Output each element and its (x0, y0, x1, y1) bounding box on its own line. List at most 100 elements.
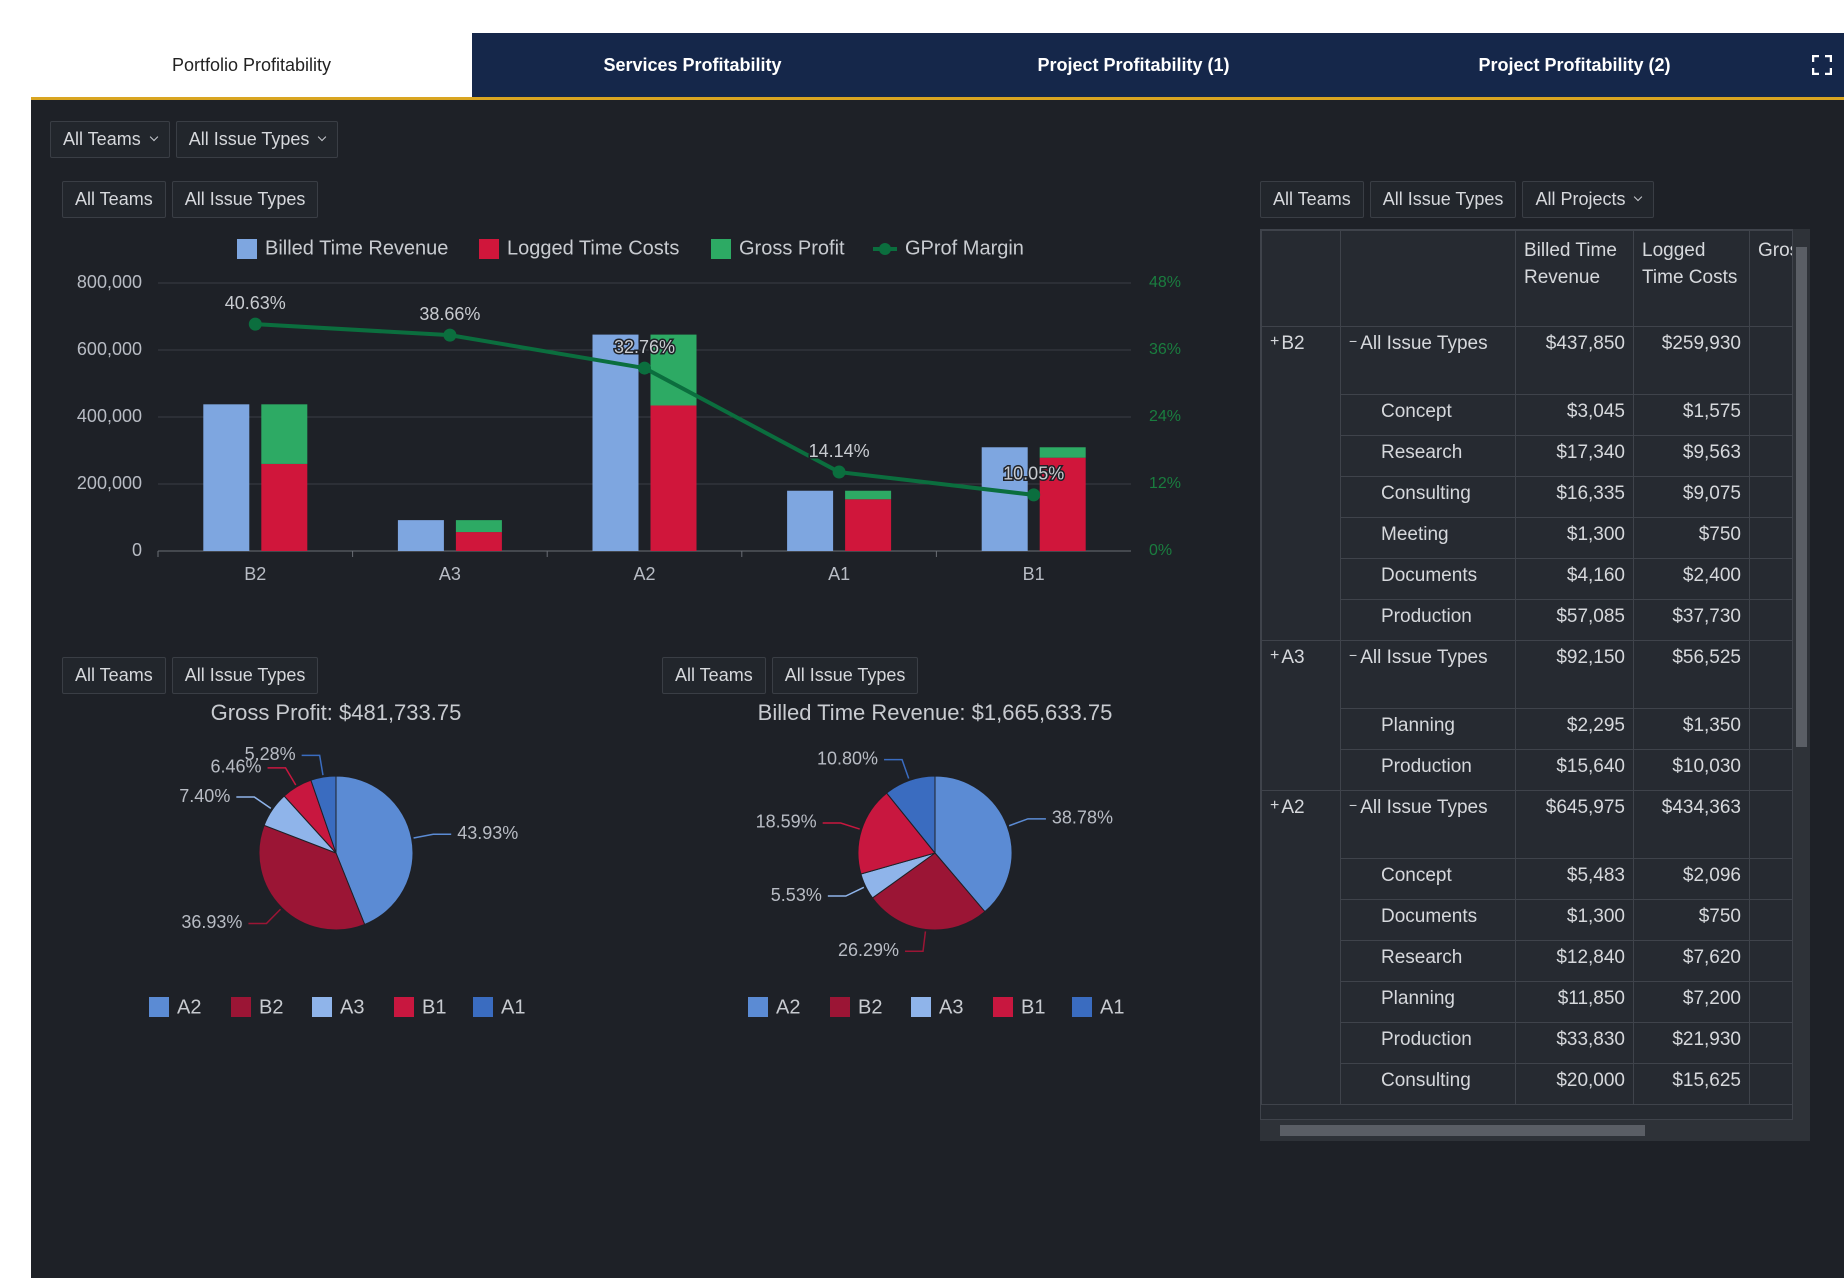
cell: $259,930 (1633, 326, 1750, 395)
legend-marker (394, 997, 414, 1017)
cell (1749, 517, 1792, 559)
horizontal-scrollbar[interactable] (1260, 1120, 1810, 1141)
filter-row: All Teams All Issue Types (50, 121, 339, 158)
bar (261, 404, 308, 464)
cell: $1,575 (1633, 394, 1750, 436)
y2-tick-label: 24% (1149, 408, 1181, 425)
filter-button[interactable]: All Issue Types (771, 657, 919, 694)
legend-marker (312, 997, 332, 1017)
leader-line (1008, 818, 1046, 827)
cell: $750 (1633, 517, 1750, 559)
leader-line (905, 931, 927, 953)
pie-slice (258, 824, 366, 931)
scroll-thumb[interactable] (1280, 1125, 1645, 1136)
row-label: Planning (1340, 981, 1516, 1023)
filter-button[interactable]: All Teams (62, 181, 166, 218)
vertical-scrollbar[interactable] (1793, 229, 1810, 1120)
data-label: 10.80% (817, 748, 878, 768)
filter-button[interactable]: All Teams (50, 121, 170, 158)
cell: $15,625 (1633, 1063, 1750, 1105)
group-cell[interactable]: A2 (1261, 790, 1341, 1105)
table-row: Production $15,640 $10,030 (1262, 749, 1792, 791)
legend-marker (748, 997, 768, 1017)
tab[interactable]: Project Profitability (1) (1037, 54, 1230, 75)
pie-slice (310, 775, 337, 854)
table-row: B2All Issue Types$437,850$259,930 (1261, 326, 1792, 641)
legend-marker (237, 239, 257, 259)
cell (1749, 790, 1792, 859)
row-label[interactable]: All Issue Types (1340, 326, 1516, 395)
cell: $16,335 (1515, 476, 1634, 518)
row-label[interactable]: All Issue Types (1340, 640, 1516, 709)
x-tick-label: B2 (244, 564, 266, 584)
header-cell: Billed Time Revenue (1515, 230, 1634, 327)
data-label: 18.59% (756, 812, 817, 832)
y2-tick-label: 12% (1149, 475, 1181, 492)
cell: $1,300 (1515, 899, 1634, 941)
data-label: 6.46% (211, 757, 262, 777)
legend-label: B1 (422, 996, 446, 1018)
cell (1749, 435, 1792, 477)
table-row: A3All Issue Types$92,150$56,525 (1261, 640, 1792, 791)
y-tick-label: 800,000 (77, 272, 142, 292)
bar (592, 334, 639, 551)
legend-label: A2 (177, 996, 201, 1018)
filter-row: All Teams All Issue Types (62, 181, 319, 218)
filter-button[interactable]: All Teams (1260, 181, 1364, 218)
tab[interactable]: Project Profitability (2) (1478, 54, 1671, 75)
legend-label: B2 (858, 996, 882, 1018)
table-row: Research $17,340 $9,563 (1262, 435, 1792, 477)
cell (1749, 599, 1792, 641)
header-cell (1340, 230, 1516, 327)
filter-button[interactable]: All Issue Types (171, 657, 319, 694)
filter-button[interactable]: All Issue Types (171, 181, 319, 218)
row-label: Research (1340, 435, 1516, 477)
cell (1749, 858, 1792, 900)
group-cell[interactable]: B2 (1261, 326, 1341, 641)
row-label: Documents (1340, 558, 1516, 600)
cell: $11,850 (1515, 981, 1634, 1023)
group-cell[interactable]: A3 (1261, 640, 1341, 791)
x-tick-label: A2 (633, 564, 655, 584)
filter-button[interactable]: All Teams (662, 657, 766, 694)
pie-slice (335, 775, 414, 926)
legend-marker (911, 997, 931, 1017)
cell (1749, 749, 1792, 791)
pie-slice (885, 775, 936, 855)
bar (1039, 457, 1086, 551)
table-row: Meeting $1,300 $750 (1262, 517, 1792, 559)
pie-slice (934, 775, 1013, 913)
row-label: Consulting (1340, 476, 1516, 518)
row-label[interactable]: All Issue Types (1340, 790, 1516, 859)
tab[interactable]: Portfolio Profitability (31, 33, 472, 97)
cell: $21,930 (1633, 1022, 1750, 1064)
data-label: 10.05% (1003, 464, 1064, 484)
cell (1749, 1063, 1792, 1105)
tab[interactable]: Services Profitability (603, 54, 782, 75)
filter-row: All Teams All Issue Types All Projects (1260, 181, 1655, 218)
filter-button[interactable]: All Issue Types (175, 121, 339, 158)
line-marker (638, 361, 651, 375)
leader-line (248, 908, 282, 925)
filter-button[interactable]: All Issue Types (1369, 181, 1517, 218)
cell: $2,096 (1633, 858, 1750, 900)
fullscreen-button[interactable] (1812, 55, 1832, 75)
filter-row: All Teams All Issue Types (62, 657, 319, 694)
row-label: Concept (1340, 394, 1516, 436)
tab-bar: Portfolio Profitability Services Profita… (31, 33, 1844, 100)
legend-label: Billed Time Revenue (265, 237, 448, 259)
bar (203, 404, 250, 551)
scroll-thumb[interactable] (1796, 247, 1807, 747)
table-row: Consulting $16,335 $9,075 (1262, 476, 1792, 518)
leader-line (413, 833, 452, 839)
legend-marker (879, 243, 891, 255)
legend-label: B1 (1021, 996, 1045, 1018)
data-label: 40.63% (225, 293, 286, 313)
bar (981, 447, 1028, 551)
filter-button[interactable]: All Teams (62, 657, 166, 694)
cell: $37,730 (1633, 599, 1750, 641)
cell: $33,830 (1515, 1022, 1634, 1064)
filter-button[interactable]: All Projects (1522, 181, 1655, 218)
legend-marker (993, 997, 1013, 1017)
